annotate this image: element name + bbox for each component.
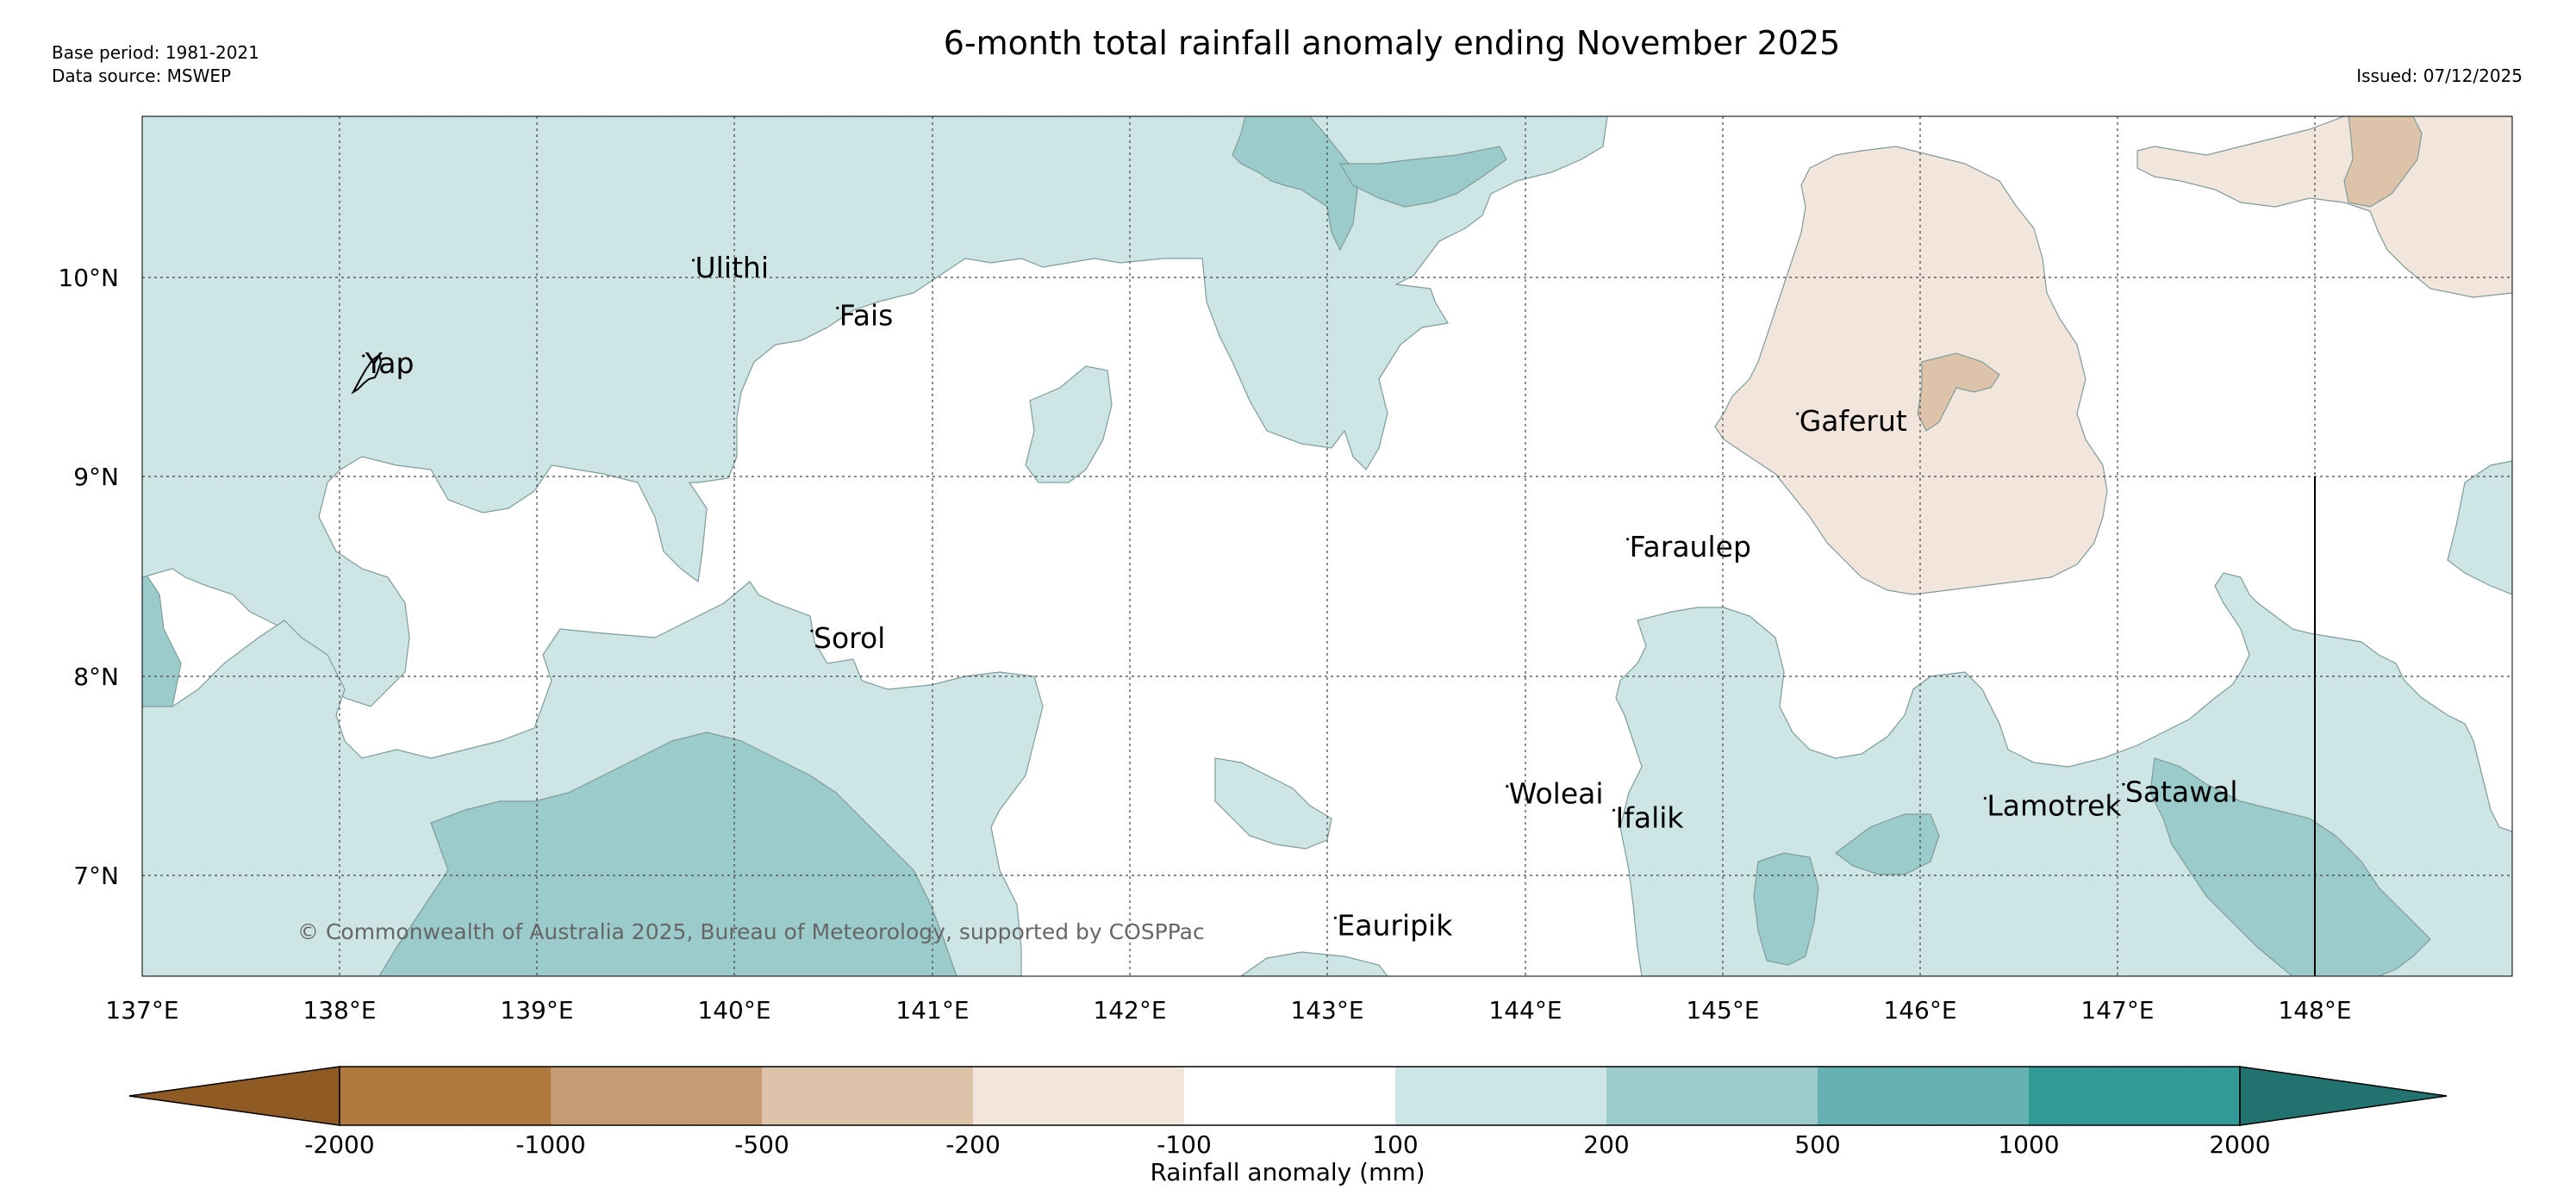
yap-island-outline [351,353,383,395]
place-label-woleai: Woleai [1509,777,1604,811]
place-label-ifalik: Ifalik [1616,800,1685,834]
lon-label: 138°E [303,996,376,1024]
lat-label-7n: 7°N [73,862,119,890]
place-label-gaferut: Gaferut [1799,404,1907,438]
colorbar-tick-label: -2000 [304,1130,374,1159]
lon-label: 139°E [500,996,573,1024]
colorbar-tick-label: -100 [1157,1130,1212,1159]
place-label-eauripik: Eauripik [1337,908,1453,942]
colorbar-triangle-right [2239,1066,2448,1126]
place-marker [836,306,839,310]
map-gridlines [142,116,2512,976]
longitude-labels: 137°E 138°E 139°E 140°E 141°E 142°E 143°… [105,996,2351,1024]
region-teal-north-center [1232,116,1358,252]
region-light-teal-north [142,116,1608,707]
latitude-labels: 10°N 9°N 8°N 7°N [58,264,119,890]
colorbar-frame [339,1066,2241,1126]
lon-label: 145°E [1686,996,1759,1024]
colorbar-tick-label: 1000 [1998,1130,2059,1159]
place-label-sorol: Sorol [814,621,885,655]
colorbar-axis-label: Rainfall anomaly (mm) [1150,1158,1425,1186]
place-marker [1333,916,1337,919]
lon-label: 148°E [2278,996,2351,1024]
lon-label: 142°E [1093,996,1166,1024]
lon-label: 147°E [2080,996,2154,1024]
region-tan-gaferut [1714,146,2108,595]
map-title: 6-month total rainfall anomaly ending No… [943,24,1841,62]
colorbar-tick-labels: -2000 -1000 -500 -200 -100 100 200 500 1… [304,1130,2270,1159]
place-marker [2122,782,2125,786]
place-marker [1626,538,1630,541]
colorbar-segment [2029,1067,2240,1125]
issued-date-label: Issued: 07/12/2025 [2356,65,2523,86]
place-marker [1983,796,1987,800]
region-teal-satawal [2149,757,2431,976]
place-labels: Ulithi Fais Yap Gaferut Faraulep Sorol Woleai I… [362,251,2238,942]
colorbar-segment [973,1067,1184,1125]
colorbar-tick-label: -500 [734,1130,789,1159]
data-source-label: Data source: MSWEP [52,65,232,86]
lon-label: 144°E [1488,996,1562,1024]
lat-label-10n: 10°N [58,264,119,292]
colorbar-segment [1606,1067,1818,1125]
colorbar-segment [1184,1067,1395,1125]
region-light-teal-east-edge [2447,460,2512,595]
region-light-teal-patch-143e [1239,951,1388,976]
copyright-notice: © Commonwealth of Australia 2025, Bureau… [297,919,1205,944]
colorbar-tick-label: -200 [945,1130,1001,1159]
place-marker [810,629,814,632]
colorbar-segment [551,1067,762,1125]
lon-label: 137°E [105,996,178,1024]
place-marker [1796,412,1799,415]
place-label-satawal: Satawal [2125,775,2238,808]
place-marker [362,354,365,358]
lon-label: 141°E [895,996,969,1024]
place-marker [691,258,695,262]
colorbar-tick-label: -1000 [515,1130,585,1159]
colorbar-segment [1818,1067,2029,1125]
lon-label: 140°E [697,996,770,1024]
place-label-faraulep: Faraulep [1630,530,1751,563]
colorbar-tick-label: 2000 [2209,1130,2270,1159]
base-period-label: Base period: 1981-2021 [52,42,259,63]
lat-label-9n: 9°N [73,463,119,491]
place-label-fais: Fais [839,299,894,333]
colorbar-segment [762,1067,973,1125]
region-teal-lamotrek [1835,813,1940,875]
place-marker [1506,785,1509,788]
place-label-ulithi: Ulithi [695,251,770,284]
colorbar-tick-label: 200 [1583,1130,1629,1159]
region-teal-south-central [378,731,957,976]
colorbar-segment [340,1067,551,1125]
region-tan-gaferut-core [1917,352,2000,432]
place-label-lamotrek: Lamotrek [1987,789,2122,823]
region-teal-north-center-b [1338,146,1507,208]
lon-label: 146°E [1883,996,1956,1024]
place-marker [1612,808,1616,812]
colorbar-tick-label: 100 [1372,1130,1418,1159]
colorbar-triangle-left [128,1066,340,1126]
region-teal-ifalik-south [1753,852,1819,966]
colorbar-tick-label: 500 [1794,1130,1840,1159]
region-tan-northeast-core [2343,116,2423,208]
map-frame [141,115,2513,977]
colorbar-segment [1395,1067,1606,1125]
region-tan-northeast [2136,116,2512,298]
lat-label-8n: 8°N [73,663,119,691]
place-label-yap: Yap [365,346,415,380]
region-light-teal-patch-142 [1025,365,1113,483]
lon-label: 143°E [1290,996,1363,1024]
